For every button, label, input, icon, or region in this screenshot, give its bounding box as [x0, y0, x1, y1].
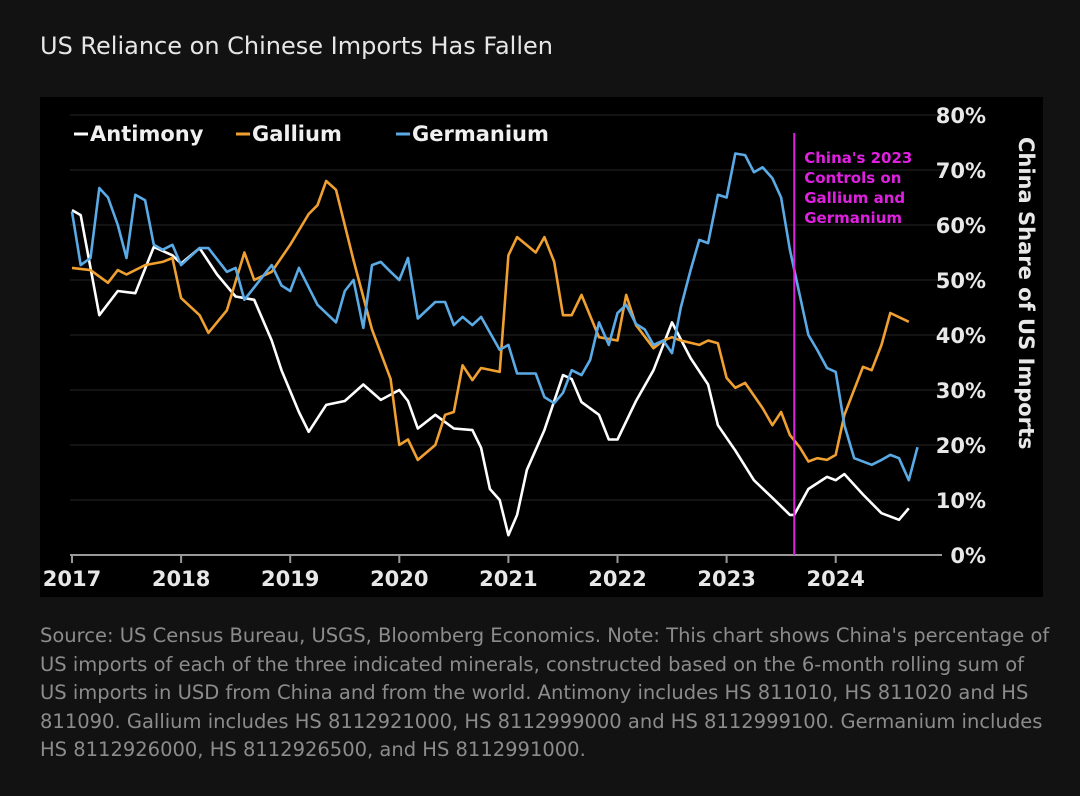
annotation-text: Germanium: [804, 209, 902, 227]
y-tick-label: 40%: [936, 324, 986, 348]
legend-label: Gallium: [252, 122, 342, 146]
annotation-text: Gallium and: [804, 189, 905, 207]
annotation-text: China's 2023: [804, 149, 912, 167]
y-tick-label: 30%: [936, 379, 986, 403]
x-tick-label: 2019: [261, 567, 319, 591]
y-tick-label: 0%: [950, 544, 986, 568]
y-tick-label: 80%: [936, 104, 986, 128]
series-line-antimony: [71, 208, 910, 537]
y-tick-label: 10%: [936, 489, 986, 513]
line-chart: 0% 10% 20% 30% 40% 50% 60% 70% 80% 2017 2018 2019 20…: [43, 104, 1043, 591]
chart-area: 0% 10% 20% 30% 40% 50% 60% 70% 80% 2017 2018 2019 20…: [40, 97, 1043, 597]
legend-label: Germanium: [412, 122, 549, 146]
chart-title: US Reliance on Chinese Imports Has Falle…: [40, 32, 553, 60]
series-line-gallium: [71, 179, 910, 463]
legend-label: Antimony: [90, 122, 204, 146]
series-line-germanium: [70, 152, 919, 482]
source-note: Source: US Census Bureau, USGS, Bloomber…: [40, 624, 1050, 761]
y-tick-label: 20%: [936, 434, 986, 458]
y-tick-label: 60%: [936, 214, 986, 238]
x-tick-label: 2022: [588, 567, 646, 591]
x-tick-label: 2024: [806, 567, 864, 591]
x-tick-label: 2017: [43, 567, 101, 591]
y-axis-title: China Share of US Imports (6M RS): [1014, 137, 1043, 450]
x-tick-label: 2023: [697, 567, 755, 591]
y-tick-label: 50%: [936, 269, 986, 293]
annotation-text: Controls on: [804, 169, 901, 187]
y-tick-label: 70%: [936, 159, 986, 183]
x-tick-label: 2021: [479, 567, 537, 591]
x-tick-label: 2018: [152, 567, 210, 591]
y-axis-title-line: (6M RS): [1042, 207, 1043, 300]
y-axis-title-line: China Share of US Imports: [1014, 137, 1038, 450]
x-tick-label: 2020: [370, 567, 428, 591]
